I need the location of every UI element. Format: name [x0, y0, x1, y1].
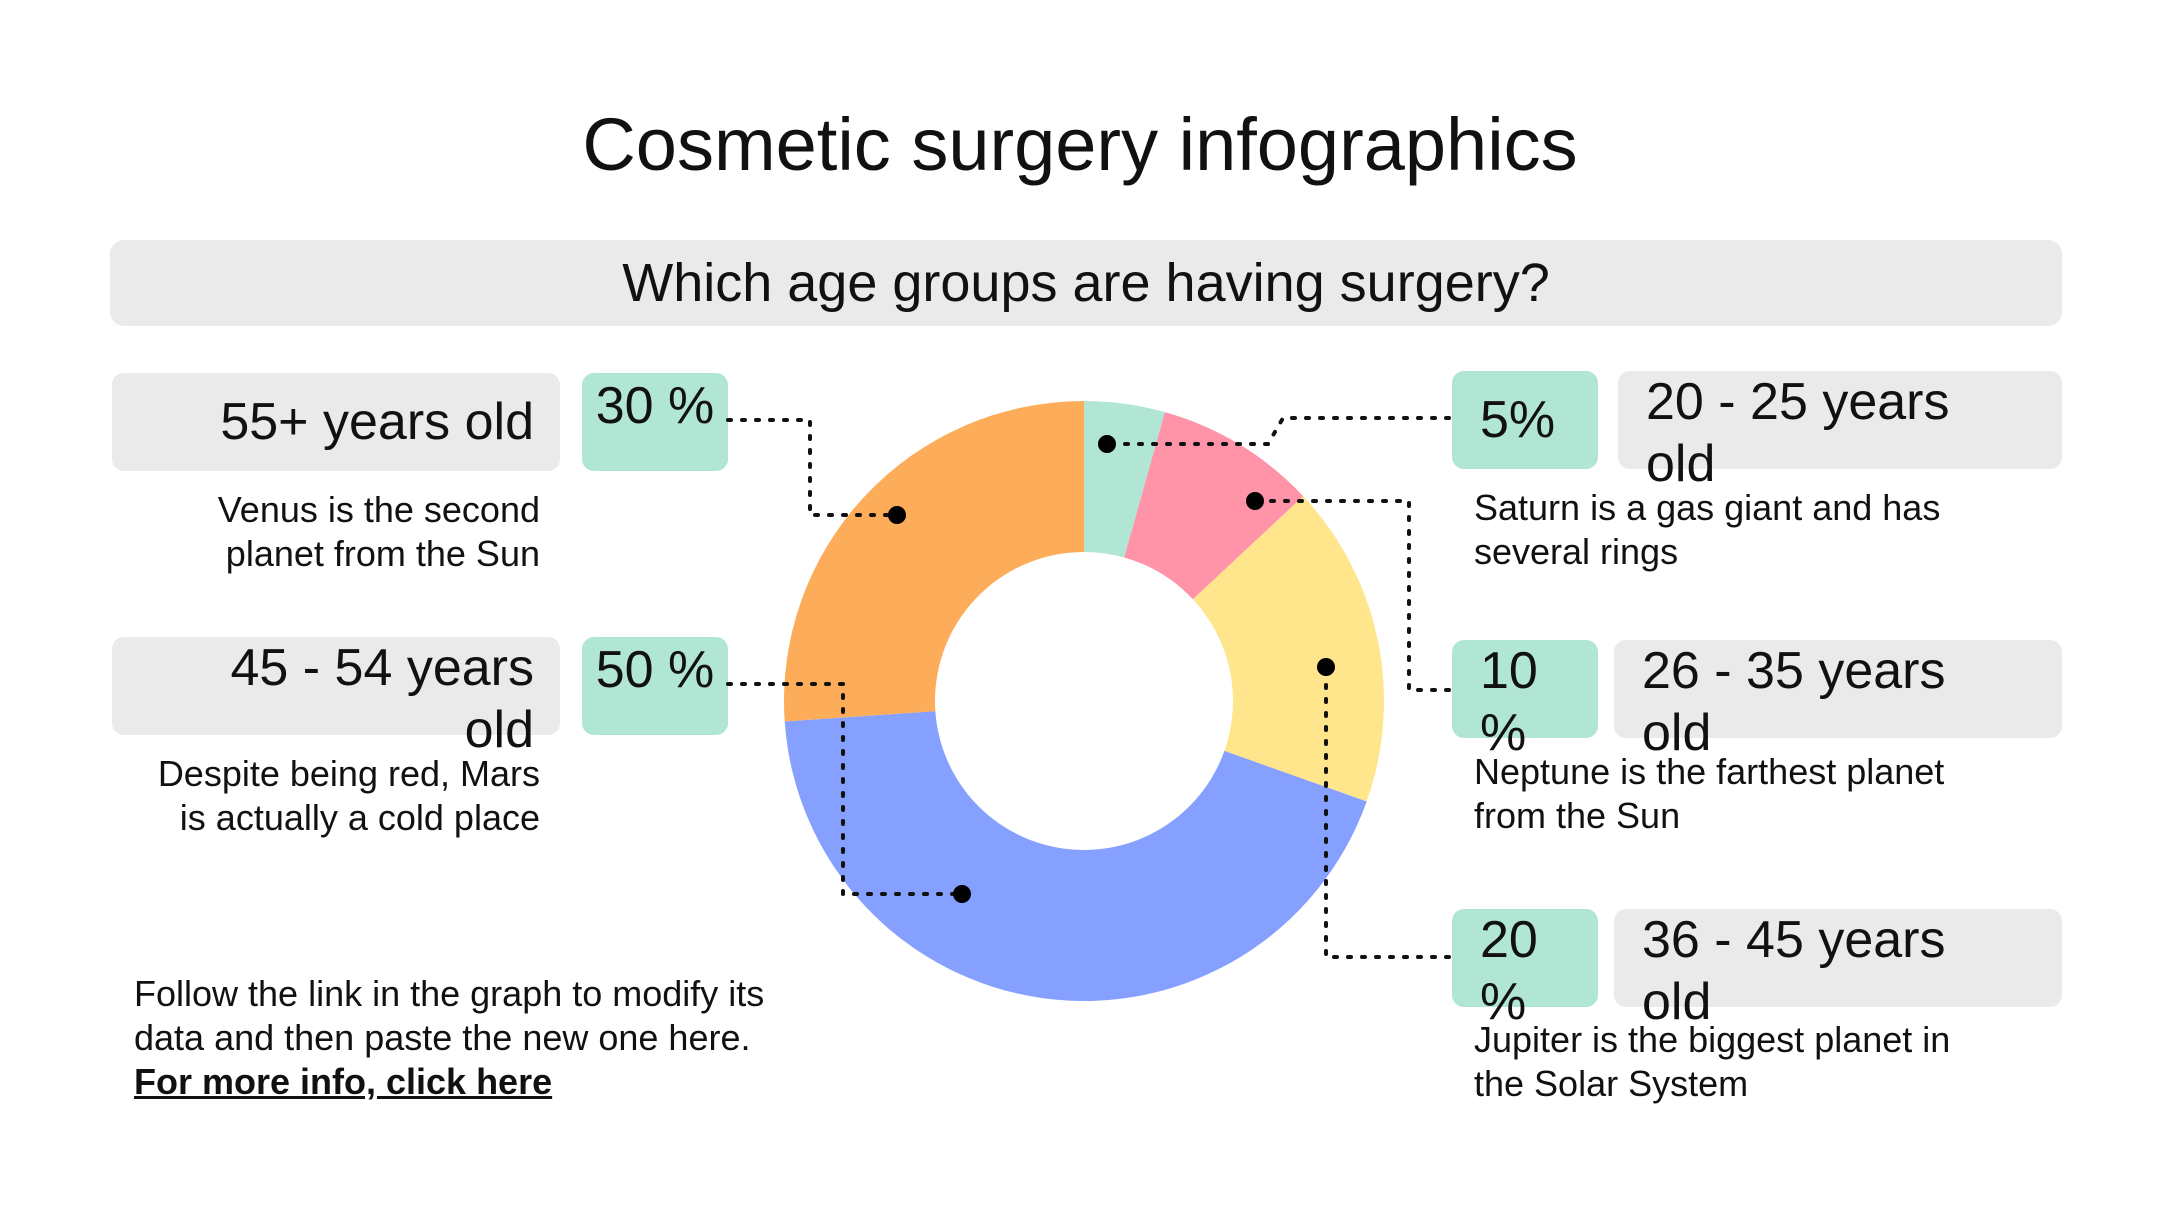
- percent-box-36-45: 20 %: [1452, 909, 1598, 1031]
- desc-55-plus: Venus is the second planet from the Sun: [120, 488, 540, 576]
- instruction-note: Follow the link in the graph to modify i…: [134, 972, 854, 1104]
- note-line: data and then paste the new one here.: [134, 1017, 751, 1058]
- page-title: Cosmetic surgery infographics: [582, 103, 1578, 186]
- desc-26-35: Neptune is the farthest planet from the …: [1474, 750, 2034, 838]
- dot-36-45: [1317, 658, 1335, 676]
- desc-line: Despite being red, Mars: [157, 753, 540, 794]
- connector-45-54: [726, 682, 964, 896]
- desc-20-25: Saturn is a gas giant and has several ri…: [1474, 486, 2034, 574]
- percent-box-45-54: 50 %: [582, 637, 728, 735]
- percent-box-55-plus: 30 %: [582, 373, 728, 471]
- age-label-55-plus: 55+ years old: [112, 373, 560, 471]
- note-line: Follow the link in the graph to modify i…: [134, 973, 765, 1014]
- question-banner: Which age groups are having surgery?: [110, 240, 2062, 326]
- percent-box-20-25: 5%: [1452, 371, 1598, 469]
- desc-line: the Solar System: [1474, 1063, 1749, 1104]
- donut-slices: [784, 401, 1384, 1001]
- connector-lines: [726, 416, 1451, 959]
- donut-slice-2: [1124, 412, 1304, 600]
- connector-55-plus: [726, 418, 899, 517]
- desc-line: Jupiter is the biggest planet in: [1474, 1019, 1951, 1060]
- desc-line: Neptune is the farthest planet: [1474, 751, 1945, 792]
- more-info-link[interactable]: For more info, click here: [134, 1061, 553, 1102]
- age-label-45-54: 45 - 54 years old: [112, 637, 560, 759]
- donut-slice-4: [784, 711, 1367, 1001]
- connector-26-35: [1253, 499, 1451, 692]
- donut-slice-5: [784, 401, 1084, 722]
- connector-dots: [888, 435, 1335, 903]
- dot-20-25: [1098, 435, 1116, 453]
- desc-36-45: Jupiter is the biggest planet in the Sol…: [1474, 1018, 2054, 1106]
- desc-line: several rings: [1474, 531, 1679, 572]
- desc-line: is actually a cold place: [179, 797, 540, 838]
- connector-20-25: [1105, 416, 1451, 446]
- desc-line: from the Sun: [1474, 795, 1681, 836]
- age-label-26-35: 26 - 35 years old: [1614, 640, 2062, 762]
- desc-line: Venus is the second: [217, 489, 540, 530]
- desc-45-54: Despite being red, Mars is actually a co…: [100, 752, 540, 840]
- age-label-20-25: 20 - 25 years old: [1618, 371, 2062, 493]
- connector-36-45: [1324, 665, 1451, 959]
- percent-box-26-35: 10 %: [1452, 640, 1598, 762]
- dot-55-plus: [888, 506, 906, 524]
- dot-26-35: [1246, 492, 1264, 510]
- desc-line: Saturn is a gas giant and has: [1474, 487, 1941, 528]
- age-label-36-45: 36 - 45 years old: [1614, 909, 2062, 1031]
- dot-45-54: [953, 885, 971, 903]
- desc-line: planet from the Sun: [225, 533, 540, 574]
- donut-slice-3: [1192, 496, 1384, 802]
